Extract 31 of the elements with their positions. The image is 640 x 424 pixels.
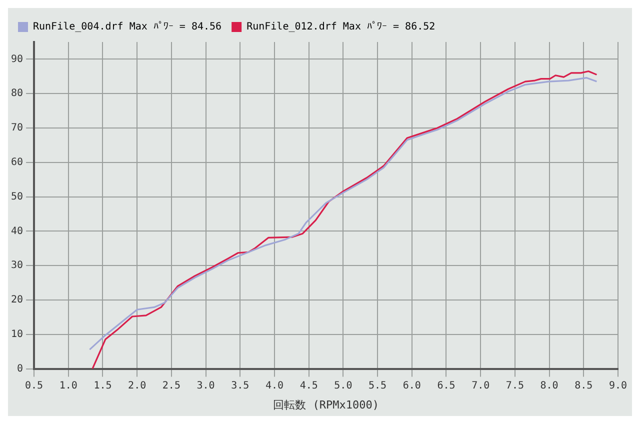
x-tick-label: 6.0 [402, 380, 421, 392]
x-tick-label: 7.0 [472, 380, 490, 392]
x-tick-label: 2.5 [162, 380, 180, 392]
x-tick-label: 5.5 [368, 380, 387, 392]
x-tick-label: 3.0 [196, 380, 215, 392]
x-tick-label: 2.0 [128, 380, 146, 392]
y-tick-label: 60 [10, 156, 24, 168]
y-tick-label: 70 [10, 122, 24, 134]
y-tick-label: 40 [10, 226, 24, 237]
legend-label: RunFile_012.drf Max ﾊﾟﾜｰ = 86.52 [246, 22, 436, 33]
y-tick-label: 80 [10, 88, 24, 100]
x-tick-label: 4.5 [300, 380, 318, 392]
x-tick-label: 3.5 [231, 380, 250, 392]
x-tick-label: 4.0 [265, 380, 284, 392]
x-tick-label: 8.0 [540, 380, 558, 392]
y-tick-label: 30 [10, 260, 24, 272]
x-tick-label: 7.5 [506, 380, 524, 392]
y-tick-label: 10 [10, 328, 24, 340]
x-tick-label: 1.5 [94, 380, 112, 392]
y-tick-label: 0 [17, 363, 24, 374]
y-tick-label: 50 [10, 191, 24, 202]
y-tick-label: 20 [10, 294, 24, 306]
x-tick-label: 9.0 [608, 380, 628, 392]
x-tick-label: 0.5 [25, 380, 44, 392]
y-tick-label: 90 [10, 54, 24, 65]
legend-label: RunFile_004.drf Max ﾊﾟﾜｰ = 84.56 [33, 22, 222, 33]
x-tick-label: 6.5 [437, 380, 456, 392]
x-axis-title: 回転数 (RPMx1000) [273, 398, 379, 412]
x-tick-label: 5.0 [334, 380, 352, 392]
x-tick-label: 8.5 [574, 380, 593, 392]
x-tick-label: 1.0 [59, 380, 78, 392]
